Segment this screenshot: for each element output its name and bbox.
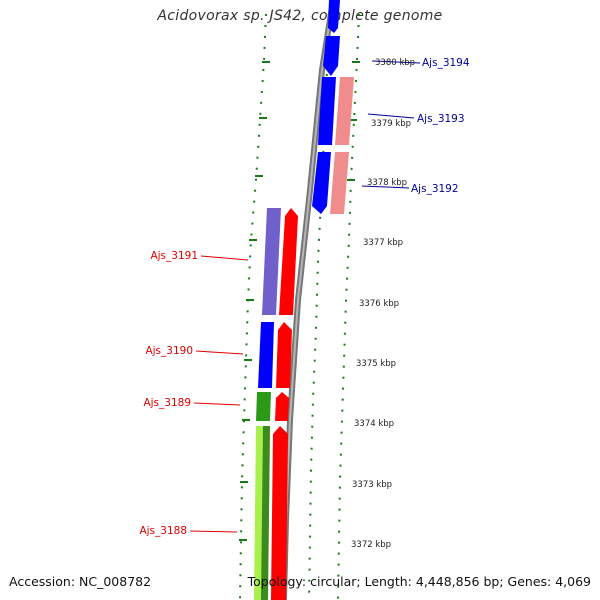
gene-label-ajs-3189: Ajs_3189 (143, 397, 191, 409)
gene-block-ajs-3192-pink (330, 152, 349, 214)
scale-labels: 3380 kbp 3379 kbp 3378 kbp 3377 kbp 3376… (351, 58, 415, 550)
gene-block-ajs-3191-purple (262, 208, 281, 315)
scale-label: 3379 kbp (371, 119, 411, 129)
scale-label: 3376 kbp (359, 299, 399, 309)
gene-label-ajs-3194: Ajs_3194 (422, 57, 470, 69)
gene-arrow-ajs-3192-blue (312, 152, 331, 214)
scale-label: 3378 kbp (367, 178, 407, 188)
gene-arrow-ajs-3190-red (276, 322, 292, 388)
gene-label-ajs-3190: Ajs_3190 (145, 345, 193, 357)
gene-arrow-ajs-3189-red (275, 392, 289, 421)
scale-label: 3374 kbp (354, 419, 394, 429)
gene-block-ajs-3193-blue (318, 77, 336, 145)
gene-block-ajs-3190-blue (258, 322, 274, 388)
gene-block-ajs-3188-green-edge (261, 426, 270, 600)
gene-block-ajs-3193-pink (335, 77, 354, 145)
scale-label: 3377 kbp (363, 238, 403, 248)
forward-features-top[interactable] (312, 0, 354, 214)
scale-label: 3375 kbp (356, 359, 396, 369)
topology-label: Topology: circular; Length: 4,448,856 bp… (247, 574, 591, 589)
map-title: Acidovorax sp. JS42, complete genome (157, 8, 443, 24)
label-connectors (189, 60, 421, 533)
gene-label-ajs-3192: Ajs_3192 (411, 183, 459, 195)
scale-label: 3373 kbp (352, 480, 392, 490)
gene-arrow-ajs-3188-red (271, 426, 288, 600)
scale-label: 3380 kbp (375, 58, 415, 68)
gene-label-ajs-3193: Ajs_3193 (417, 113, 465, 125)
gene-arrow-ajs-3191-red (279, 208, 298, 315)
gene-labels[interactable]: Ajs_3194 Ajs_3193 Ajs_3192 Ajs_3191 Ajs_… (139, 57, 469, 537)
top-cap-blue (328, 0, 340, 33)
reverse-features[interactable] (254, 208, 298, 600)
scale-label: 3372 kbp (351, 540, 391, 550)
accession-label: Accession: NC_008782 (9, 574, 152, 589)
gene-label-ajs-3191: Ajs_3191 (150, 250, 198, 262)
gene-arrow-ajs-3194 (323, 36, 340, 76)
gene-label-ajs-3188: Ajs_3188 (139, 525, 187, 537)
gene-block-ajs-3189-green (256, 392, 271, 421)
inner-right-dots (337, 13, 360, 600)
